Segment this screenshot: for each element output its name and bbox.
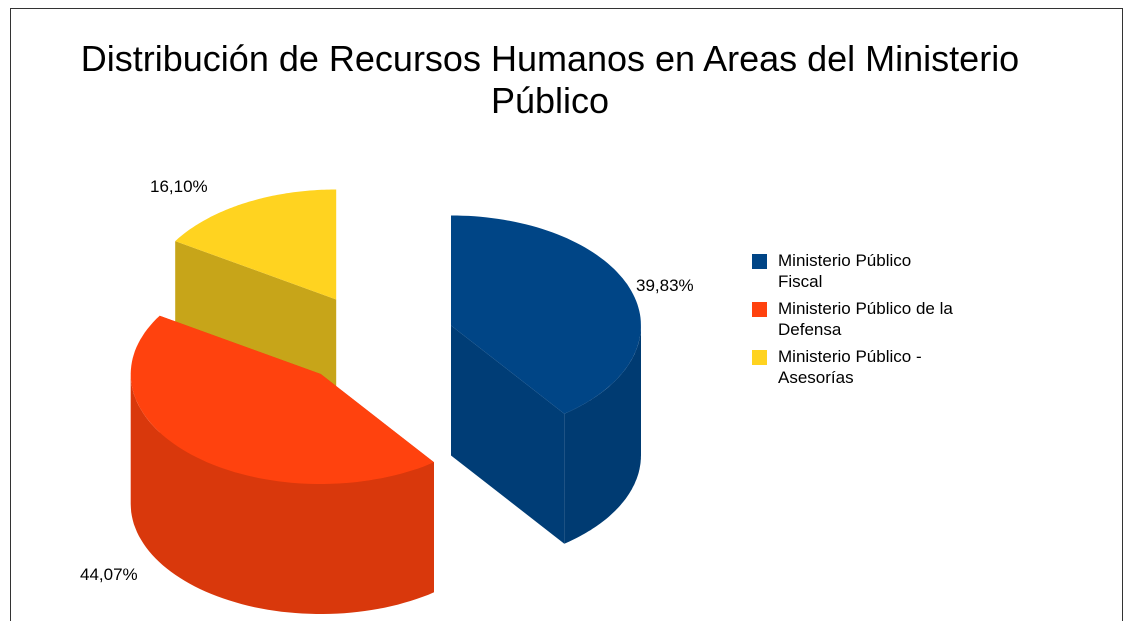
slice-wall — [564, 325, 641, 544]
legend-item: Ministerio Público - Asesorías — [752, 346, 1010, 388]
slice-top — [175, 189, 337, 300]
chart-title: Distribución de Recursos Humanos en Area… — [80, 38, 1020, 121]
legend-item: Ministerio Público de la Defensa — [752, 298, 1010, 340]
data-label: 39,83% — [636, 276, 694, 295]
data-label: 44,07% — [80, 565, 138, 584]
slice-top — [451, 215, 641, 414]
legend-swatch — [752, 302, 767, 317]
legend-item: Ministerio Público Fiscal — [752, 250, 1010, 292]
legend-label: Ministerio Público - Asesorías — [778, 347, 922, 387]
slice-wall — [130, 374, 434, 614]
legend-label: Ministerio Público Fiscal — [778, 251, 912, 291]
data-label: 16,10% — [150, 177, 208, 196]
legend-swatch — [752, 350, 767, 365]
pie — [130, 189, 641, 614]
slice — [451, 215, 641, 544]
legend-label: Ministerio Público de la Defensa — [778, 299, 953, 339]
legend: Ministerio Público Fiscal Ministerio Públ… — [752, 250, 1010, 394]
legend-swatch — [752, 254, 767, 269]
slice — [130, 315, 434, 614]
slice-side — [451, 325, 565, 544]
slice-top — [130, 315, 434, 484]
